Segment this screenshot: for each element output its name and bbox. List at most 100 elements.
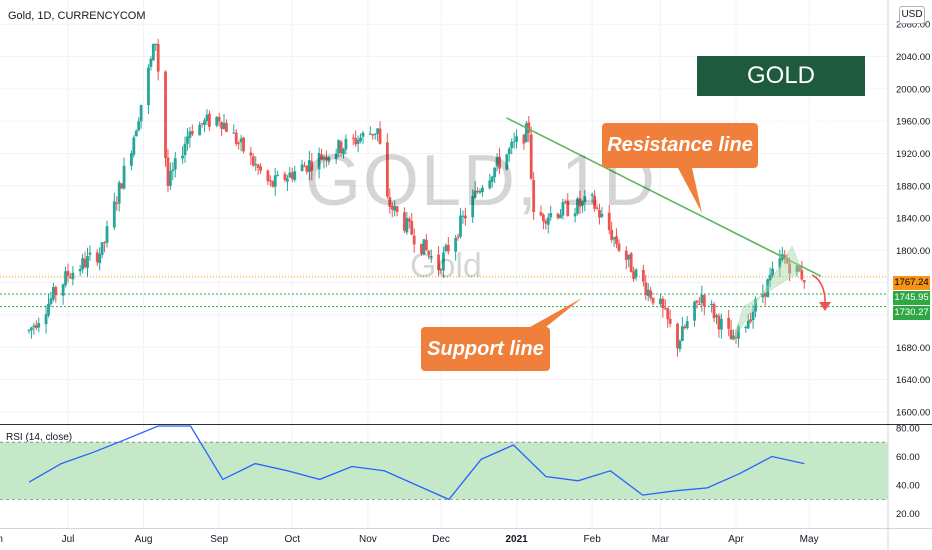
- candle-body: [154, 43, 158, 46]
- candle-body: [78, 269, 82, 272]
- candle-body: [663, 308, 667, 310]
- candle-body: [593, 195, 596, 209]
- rising-channel: [733, 245, 803, 340]
- y-tick-label: 1640.00: [896, 375, 930, 386]
- candle-body: [598, 209, 601, 218]
- candle-body: [259, 166, 262, 171]
- currency-badge[interactable]: USD: [899, 6, 925, 24]
- candle-body: [800, 270, 804, 280]
- candle-body: [559, 214, 562, 219]
- candle-body: [171, 169, 175, 172]
- candle-body: [583, 196, 587, 202]
- candle-body: [549, 213, 553, 218]
- candle-body: [95, 252, 99, 263]
- candle-body: [478, 190, 482, 193]
- candle-body: [303, 166, 306, 168]
- candle-body: [698, 303, 701, 305]
- candle-body: [573, 213, 577, 217]
- x-tick-label: Mar: [652, 534, 670, 545]
- candle-body: [576, 198, 579, 214]
- candle-body: [676, 323, 679, 349]
- candle-body: [412, 235, 416, 245]
- candle-body: [607, 212, 611, 231]
- candle-body: [47, 303, 50, 316]
- candle-body: [802, 280, 806, 283]
- candle-body: [505, 154, 509, 170]
- candle-body: [488, 180, 492, 189]
- candle-body: [410, 221, 414, 235]
- candle-body: [763, 292, 767, 297]
- support-callout: Support line: [421, 327, 550, 371]
- candle-body: [529, 134, 533, 179]
- candle-body: [151, 44, 155, 61]
- candle-body: [395, 206, 399, 212]
- x-tick-label: Sep: [210, 534, 228, 545]
- candle-body: [137, 121, 141, 131]
- rsi-series-line: [28, 425, 805, 501]
- candle-body: [778, 258, 782, 268]
- candle-body: [134, 130, 138, 137]
- projection-arrowhead: [819, 302, 831, 311]
- candle-body: [544, 220, 548, 224]
- resistance-trendline: [506, 117, 822, 277]
- candle-body: [188, 131, 192, 138]
- candle-body: [646, 289, 650, 296]
- candle-body: [122, 165, 126, 189]
- candle-body: [51, 287, 55, 300]
- candle-body: [471, 196, 475, 218]
- candle-body: [610, 229, 614, 240]
- candle-body: [115, 202, 119, 205]
- candle-body: [427, 250, 431, 255]
- candle-body: [290, 172, 294, 180]
- candle-body: [749, 319, 753, 322]
- candle-body: [164, 71, 167, 159]
- rsi-tick-label: 20.00: [896, 509, 920, 520]
- candle-body: [98, 253, 102, 264]
- candle-body: [34, 325, 38, 329]
- candle-body: [344, 138, 348, 150]
- candle-body: [373, 133, 377, 135]
- candle-body: [761, 293, 765, 298]
- candle-body: [524, 123, 528, 142]
- candle-body: [649, 290, 653, 299]
- candle-body: [44, 314, 48, 325]
- candle-body: [327, 157, 331, 162]
- candle-body: [685, 321, 689, 329]
- y-tick-label: 2080.00: [896, 20, 930, 31]
- candle-body: [624, 250, 628, 261]
- candle-body: [307, 160, 311, 172]
- candle-body: [371, 133, 375, 136]
- candle-body: [385, 142, 389, 197]
- candle-body: [542, 214, 545, 222]
- candle-body: [81, 258, 85, 270]
- candle-body: [139, 104, 143, 122]
- candle-body: [27, 330, 31, 332]
- candle-body: [600, 213, 604, 217]
- candle-body: [444, 245, 448, 251]
- resistance-callout-pointer: [678, 168, 702, 213]
- candle-body: [334, 153, 338, 159]
- candle-body: [590, 194, 594, 196]
- x-tick-label: Feb: [584, 534, 602, 545]
- candle-body: [754, 298, 757, 312]
- candle-body: [356, 139, 360, 144]
- candle-body: [510, 141, 514, 148]
- candle-body: [515, 136, 518, 142]
- candle-body: [37, 323, 41, 328]
- watermark-title: GOLD, 1D: [305, 141, 658, 221]
- candle-body: [498, 156, 501, 169]
- candle-body: [88, 252, 92, 255]
- candle-body: [719, 318, 723, 330]
- gold-xauusd-label: GOLD XAU/USD: [697, 56, 865, 129]
- y-tick-label: 1800.00: [896, 246, 930, 257]
- candle-body: [186, 136, 189, 144]
- candle-body: [439, 269, 443, 271]
- candle-body: [481, 187, 484, 192]
- candle-body: [617, 243, 621, 251]
- candle-body: [678, 341, 682, 350]
- candle-body: [266, 170, 270, 182]
- watermark-subtitle: Gold: [410, 247, 482, 285]
- rsi-tick-label: 60.00: [896, 452, 920, 463]
- candle-body: [339, 141, 343, 154]
- candle-body: [446, 244, 450, 252]
